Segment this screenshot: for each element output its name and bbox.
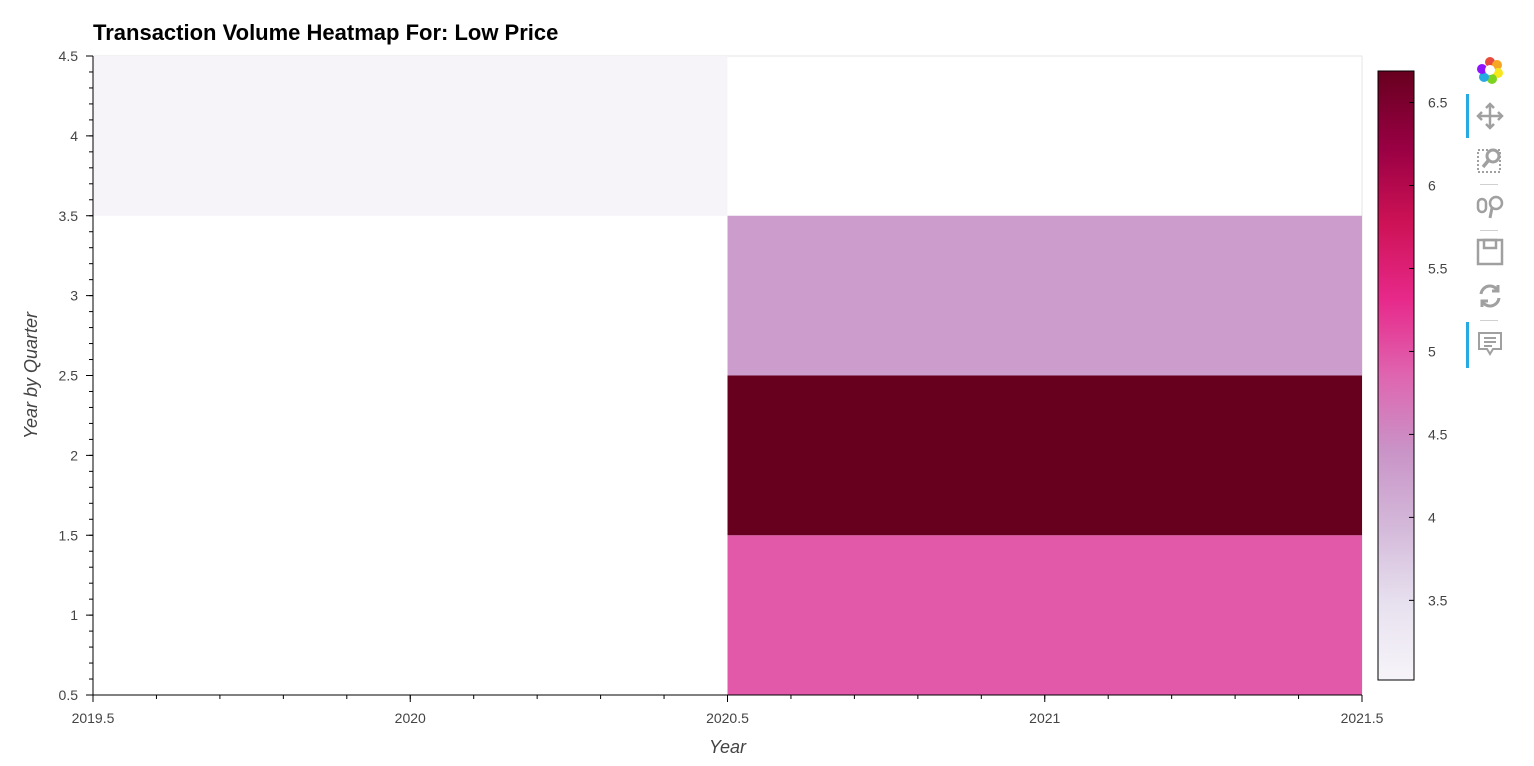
x-tick-label: 2021 [1029, 710, 1060, 726]
x-tick-label: 2019.5 [72, 710, 115, 726]
y-tick-label: 2.5 [59, 368, 79, 384]
reset-icon[interactable] [1472, 278, 1508, 314]
x-tick-label: 2021.5 [1341, 710, 1384, 726]
y-tick-label: 3.5 [59, 208, 79, 224]
pan-icon[interactable] [1472, 98, 1508, 134]
heatmap-cell-1[interactable] [727, 535, 1363, 695]
colorbar [1377, 70, 1415, 681]
y-tick-label: 0.5 [59, 687, 79, 703]
x-axis-label: Year [709, 737, 747, 757]
colorbar-tick-label: 4 [1428, 509, 1436, 525]
box-zoom-icon[interactable] [1472, 142, 1508, 178]
colorbar-tick-label: 4.5 [1428, 426, 1448, 442]
y-tick-label: 4.5 [59, 48, 79, 64]
x-tick-label: 2020 [395, 710, 426, 726]
y-tick-label: 4 [70, 128, 78, 144]
heatmap-cell-3[interactable] [727, 215, 1363, 376]
x-axis: 2019.5 2020 2020.5 2021 2021.5 [72, 694, 1384, 726]
y-tick-label: 1 [70, 607, 78, 623]
colorbar-tick-label: 5.5 [1428, 260, 1448, 276]
colorbar-tick-label: 5 [1428, 343, 1436, 359]
colorbar-ticks: 3.5 4 4.5 5 5.5 6 6.5 [1409, 95, 1448, 608]
wheel-zoom-icon[interactable] [1472, 188, 1508, 224]
heatmap-cells [93, 56, 1362, 695]
chart-title: Transaction Volume Heatmap For: Low Pric… [93, 20, 559, 45]
hover-icon[interactable] [1472, 326, 1508, 362]
colorbar-tick-label: 6.5 [1428, 95, 1448, 111]
y-tick-label: 2 [70, 447, 78, 463]
colorbar-tick-label: 6 [1428, 177, 1436, 193]
y-axis-label: Year by Quarter [21, 311, 41, 439]
y-axis: 0.5 1 1.5 2 2.5 3 3.5 4 4.5 [59, 48, 94, 703]
heatmap-cell-0[interactable] [93, 56, 728, 216]
y-tick-label: 3 [70, 288, 78, 304]
colorbar-tick-label: 3.5 [1428, 592, 1448, 608]
save-icon[interactable] [1472, 234, 1508, 270]
y-tick-label: 1.5 [59, 527, 79, 543]
toolbar [1466, 52, 1516, 382]
heatmap-cell-2[interactable] [727, 375, 1363, 536]
bokeh-logo-icon[interactable] [1472, 52, 1508, 88]
x-tick-label: 2020.5 [706, 710, 749, 726]
